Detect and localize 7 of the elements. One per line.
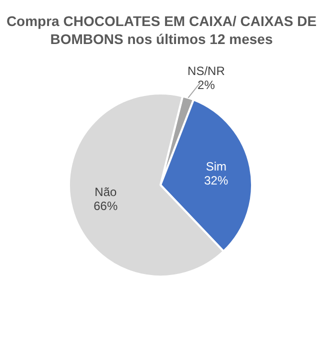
slice-label: Sim (206, 159, 226, 174)
slice-label: Não (94, 184, 117, 199)
data-label: 66% (94, 198, 118, 213)
chart-title: Compra CHOCOLATES EM CAIXA/ CAIXAS DE BOMBONS nos últimos 12 meses (5, 12, 318, 47)
slice-label: NS/NR (188, 64, 226, 78)
data-label: 2% (198, 78, 216, 92)
data-label: 32% (204, 173, 228, 188)
